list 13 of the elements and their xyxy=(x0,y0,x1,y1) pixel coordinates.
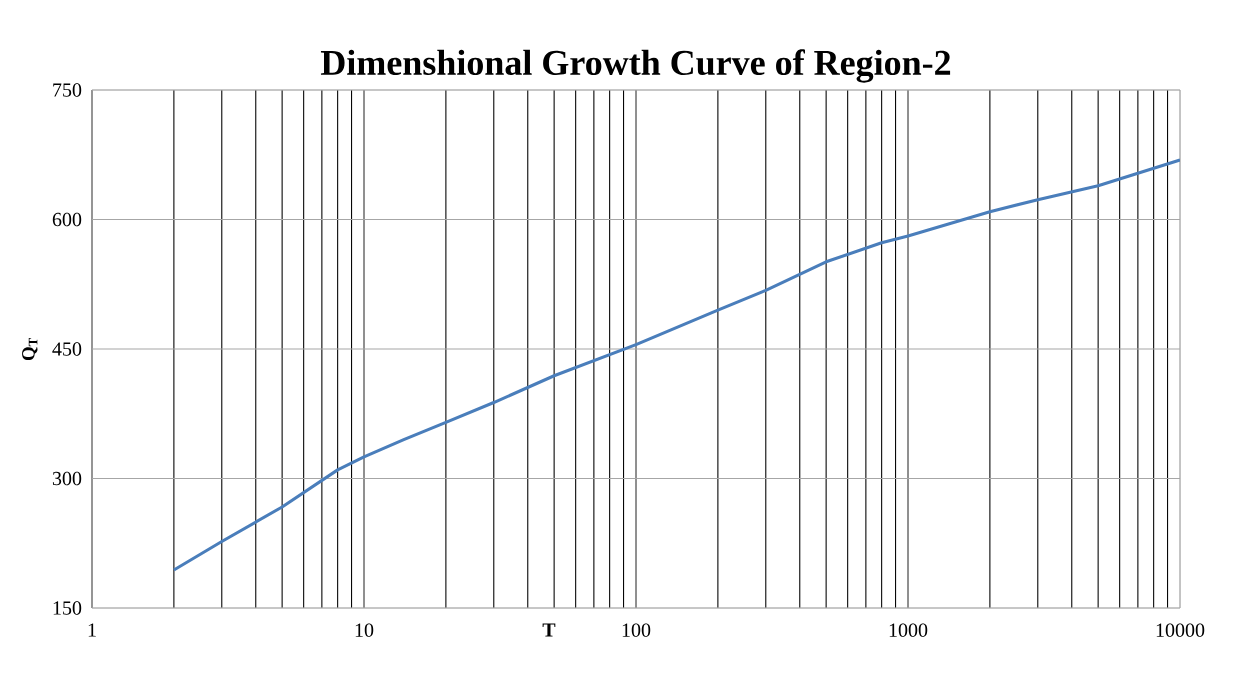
y-axis-title: Q$_{T}$ xyxy=(22,337,38,361)
y-tick-label: 300 xyxy=(52,471,82,486)
y-tick-label: 150 xyxy=(53,601,82,615)
x-axis-title: T xyxy=(542,623,556,637)
chart-title: Dimenshional Growth Curve of Region-2 xyxy=(320,49,951,83)
x-tick-label: 10 xyxy=(355,623,374,637)
x-tick-label: 100 xyxy=(622,623,651,637)
y-tick-label: 600 xyxy=(52,212,82,227)
x-tick-label: 1000 xyxy=(889,623,928,637)
y-tick-label: 450 xyxy=(52,342,82,356)
x-tick-label: 10000 xyxy=(1156,623,1205,637)
x-tick-label: 1 xyxy=(88,623,96,637)
y-tick-label: 750 xyxy=(53,83,82,97)
